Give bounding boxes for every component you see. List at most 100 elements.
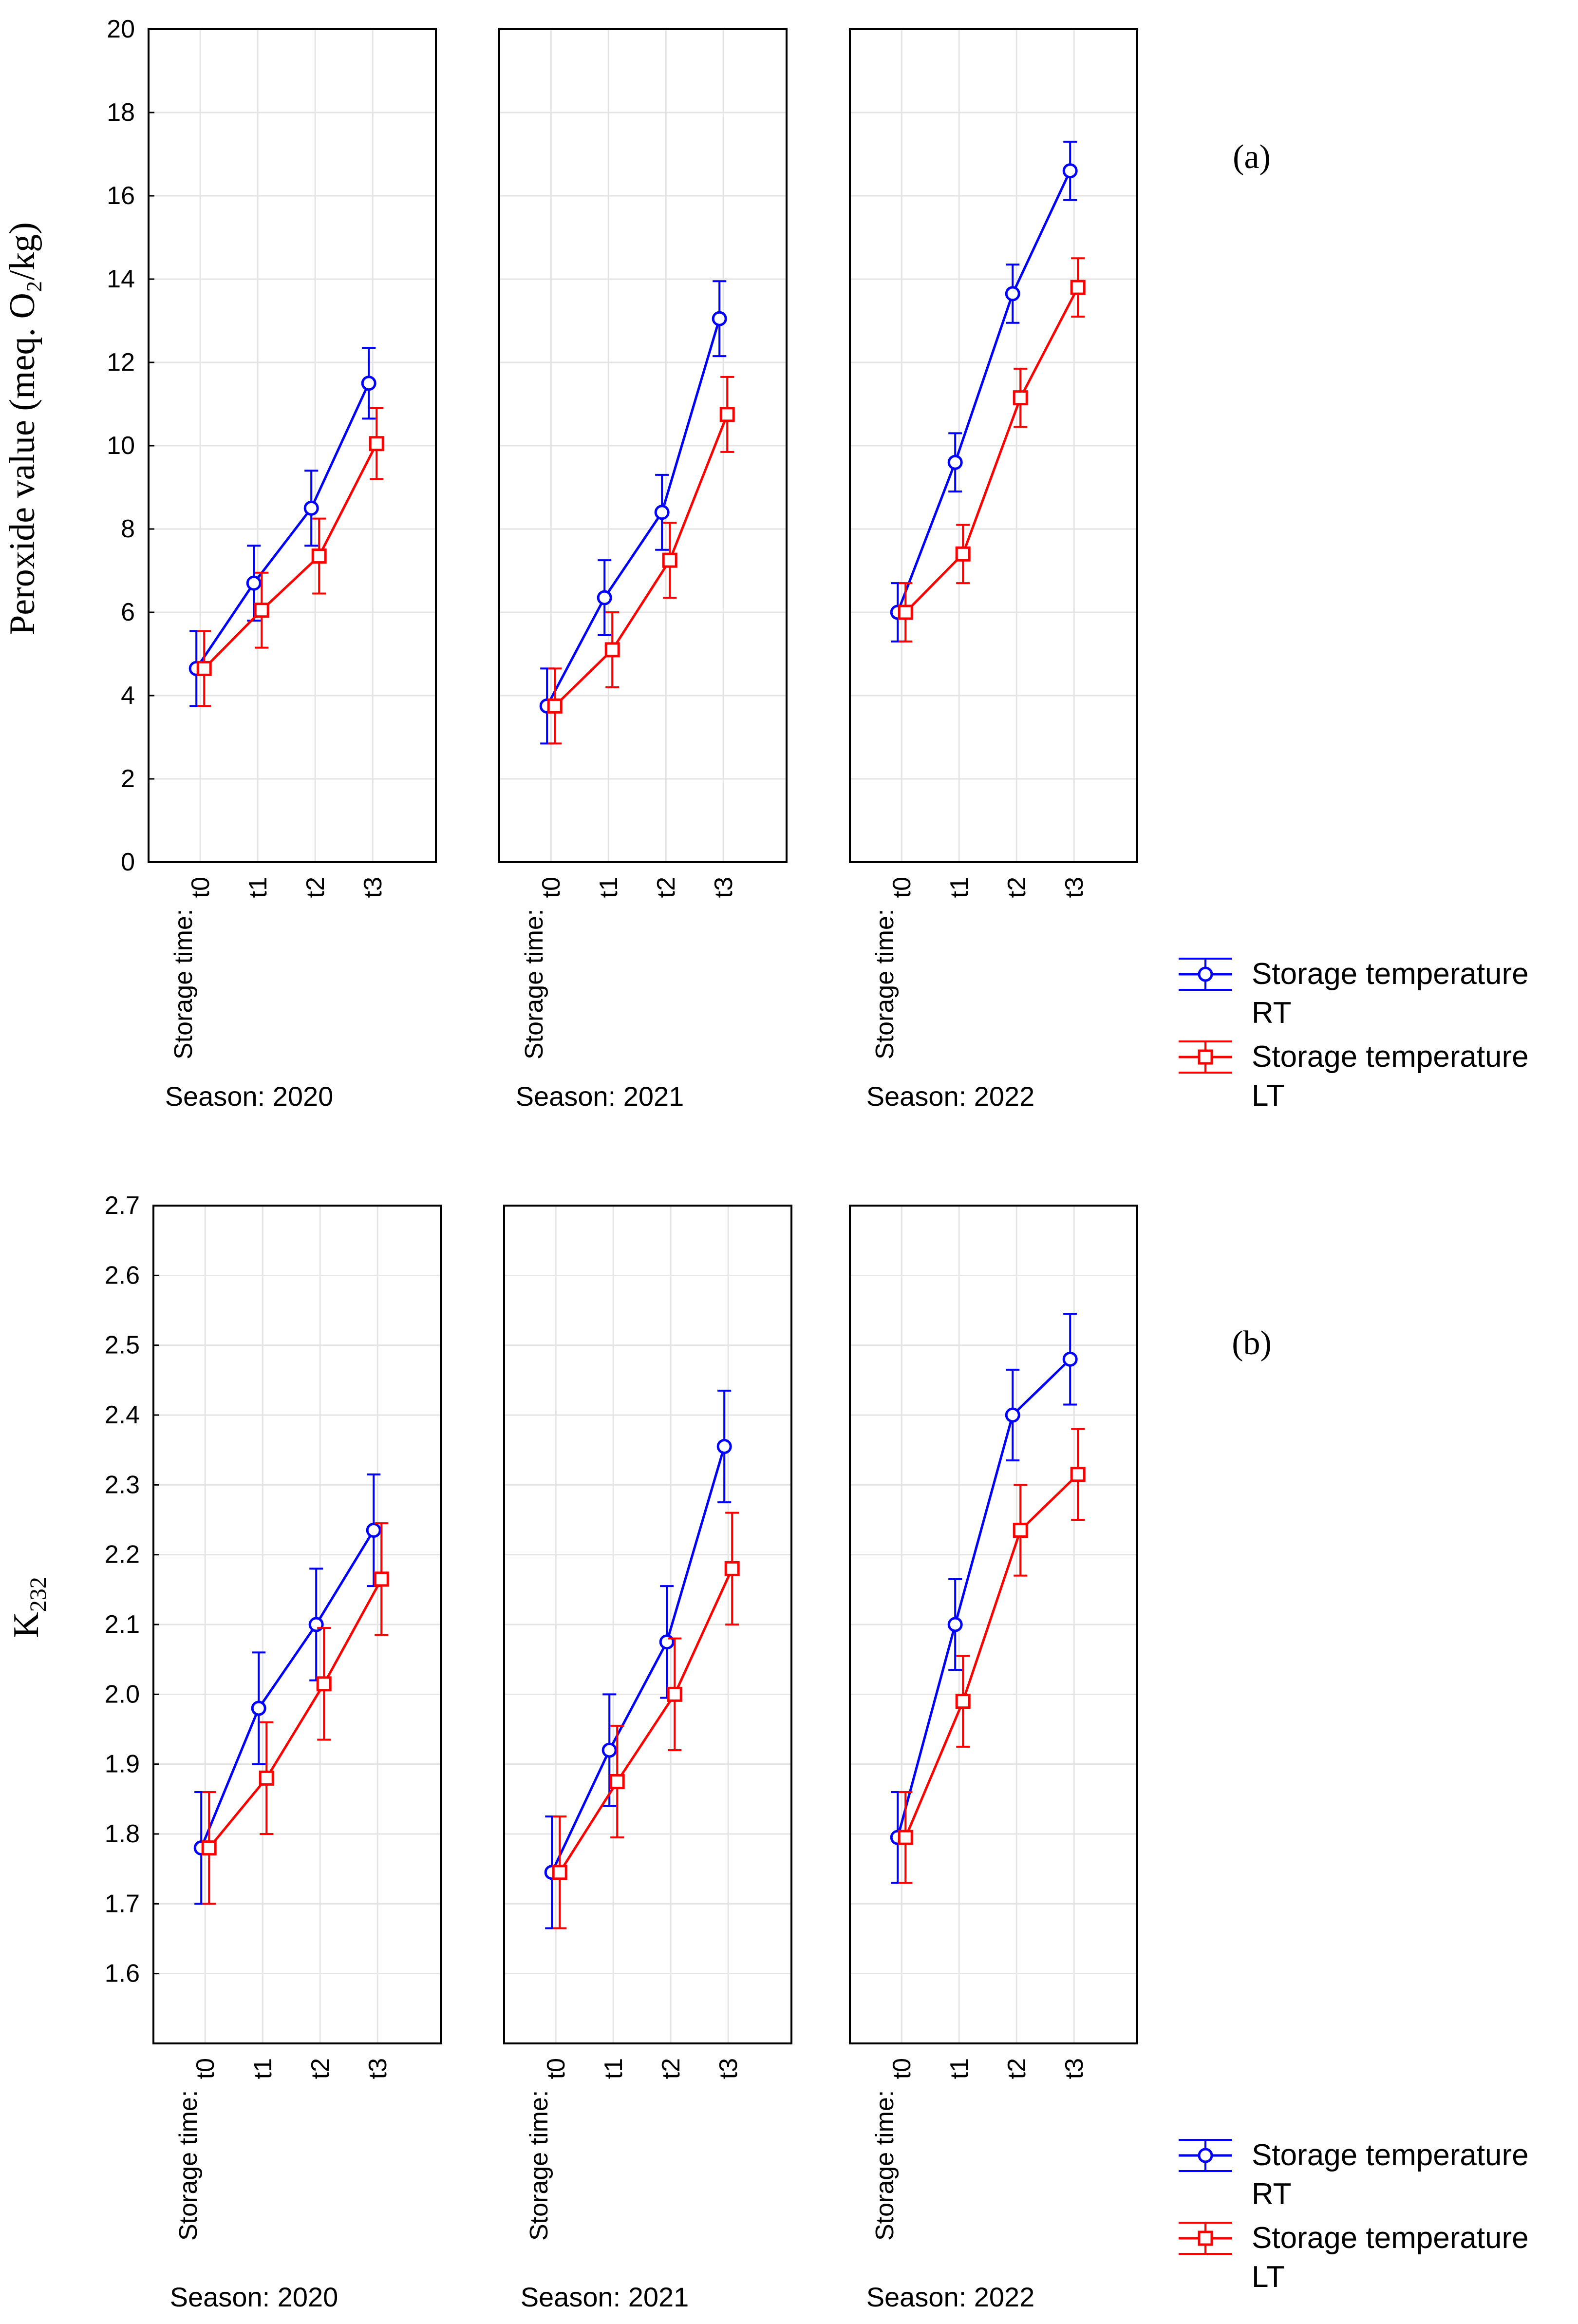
- series-line-lt: [203, 443, 378, 670]
- legend-label-line2: LT: [1252, 1079, 1285, 1113]
- legend-label-line2: RT: [1252, 2177, 1292, 2211]
- series-line-lt: [559, 1568, 733, 1873]
- data-point-rt: [303, 500, 319, 516]
- panel-2022: t0 t1 t2 t3 Storage time: Season: 2022: [849, 28, 1138, 1112]
- y-tick-label: 1.7: [105, 1889, 140, 1918]
- y-tick-label: 2.4: [105, 1401, 140, 1429]
- series-line-rt: [195, 382, 370, 669]
- data-point-rt: [716, 1439, 732, 1454]
- data-point-rt: [947, 454, 963, 470]
- plot-frame: [849, 28, 1138, 863]
- chart-b-panels: 1.6 1.7 1.8 1.9 2.0 2.1 2.2 2.3 2.4 2.5 2.6 2.7 t0 t1…: [105, 1191, 1138, 2312]
- chart-a: 0 2 4 6 8 10 12 14 16 18 20 t0 t1 t2 t3 Storage time: Se…: [2, 15, 1529, 1113]
- y-tick-label: 6: [121, 598, 135, 626]
- series-line-lt: [904, 286, 1079, 613]
- season-label: Season: 2021: [516, 1081, 684, 1112]
- y-tick-label: 4: [121, 681, 135, 710]
- legend-label-line1: Storage temperature: [1252, 1040, 1529, 1074]
- plot-frame: [498, 28, 788, 863]
- x-category-label: t3: [364, 2058, 392, 2079]
- series-line-rt: [550, 1446, 726, 1873]
- data-point-rt: [1062, 1351, 1078, 1367]
- chart-b: 1.6 1.7 1.8 1.9 2.0 2.1 2.2 2.3 2.4 2.5 2.6 2.7 t0 t1…: [6, 1191, 1529, 2312]
- data-point-lt: [552, 1865, 567, 1880]
- legend-marker-circle: [1198, 966, 1213, 982]
- x-axis-title: Storage time:: [871, 909, 899, 1059]
- data-point-lt: [369, 436, 384, 452]
- panel-2022: t0 t1 t2 t3 Storage time: Season: 2022: [849, 1205, 1138, 2312]
- data-point-lt: [662, 552, 677, 568]
- data-point-lt: [955, 1694, 971, 1709]
- legend-marker-square: [1198, 2230, 1213, 2246]
- legend-item-rt: Storage temperature RT: [1179, 957, 1529, 1030]
- y-tick-label: 2.2: [105, 1541, 140, 1569]
- data-point-lt: [719, 407, 735, 422]
- y-tick-label: 10: [107, 432, 135, 460]
- panel-2020: 1.6 1.7 1.8 1.9 2.0 2.1 2.2 2.3 2.4 2.5 2.6 2.7 t0 t1…: [105, 1191, 442, 2312]
- y-tick-label: 1.9: [105, 1750, 140, 1778]
- data-point-rt: [597, 590, 612, 605]
- chart-b-ylabel-subscript: 232: [25, 1577, 51, 1612]
- legend-item-rt: Storage temperature RT: [1179, 2138, 1529, 2211]
- data-point-lt: [1070, 280, 1086, 295]
- x-category-label: t0: [888, 877, 916, 898]
- x-category-label: t2: [301, 877, 330, 898]
- data-point-lt: [724, 1561, 740, 1576]
- x-category-label: t1: [945, 877, 974, 898]
- plot-frame: [503, 1205, 792, 2044]
- legend-marker-square: [1198, 1049, 1213, 1065]
- chart-a-ylabel: Peroxide value (meq. O₂/kg): [2, 222, 42, 635]
- season-label: Season: 2022: [866, 2282, 1035, 2312]
- data-point-rt: [1005, 286, 1020, 302]
- y-tick-label: 12: [107, 348, 135, 377]
- data-point-lt: [196, 661, 212, 676]
- data-point-rt: [251, 1700, 266, 1716]
- data-point-rt: [712, 311, 727, 326]
- x-axis-title: Storage time:: [520, 909, 548, 1059]
- x-category-label: t3: [710, 877, 738, 898]
- data-point-lt: [604, 642, 620, 658]
- series-line-rt: [200, 1530, 375, 1849]
- x-category-label: t3: [714, 2058, 743, 2079]
- y-tick-label: 2: [121, 765, 135, 793]
- chart-b-ylabel-main: K: [6, 1612, 46, 1638]
- chart-b-panel-label: (b): [1232, 1324, 1272, 1362]
- y-tick-label: 20: [107, 15, 135, 43]
- legend-label-line2: RT: [1252, 996, 1292, 1030]
- data-point-rt: [654, 505, 670, 520]
- y-tick-label: 1.6: [105, 1960, 140, 1988]
- season-label: Season: 2022: [866, 1081, 1035, 1112]
- y-tick-label: 2.7: [105, 1191, 140, 1220]
- y-tick-label: 2.5: [105, 1331, 140, 1360]
- x-category-label: t0: [888, 2058, 916, 2079]
- x-category-label: t1: [945, 2058, 974, 2079]
- data-point-lt: [259, 1770, 274, 1786]
- series-line-lt: [554, 414, 729, 707]
- x-category-label: t2: [306, 2058, 335, 2079]
- x-axis-title: Storage time:: [169, 909, 198, 1059]
- legend-label-line1: Storage temperature: [1252, 2221, 1529, 2255]
- season-label: Season: 2020: [170, 2282, 338, 2312]
- data-point-rt: [1005, 1407, 1020, 1423]
- data-point-rt: [366, 1523, 381, 1538]
- x-category-label: t2: [652, 877, 680, 898]
- legend-label-line1: Storage temperature: [1252, 2138, 1529, 2172]
- x-axis-title: Storage time:: [525, 2090, 553, 2241]
- data-point-lt: [1070, 1467, 1086, 1482]
- y-tick-label: 2.0: [105, 1680, 140, 1708]
- y-tick-label: 2.1: [105, 1610, 140, 1639]
- x-category-label: t2: [657, 2058, 685, 2079]
- plot-frame: [849, 1205, 1138, 2044]
- data-point-lt: [254, 603, 269, 618]
- data-point-rt: [601, 1742, 617, 1758]
- series-line-rt: [896, 170, 1071, 613]
- y-tick-label: 2.3: [105, 1471, 140, 1499]
- data-point-rt: [1062, 163, 1078, 179]
- data-point-lt: [898, 1830, 913, 1845]
- chart-a-panels: 0 2 4 6 8 10 12 14 16 18 20 t0 t1 t2 t3 Storage time: Se…: [107, 15, 1138, 1112]
- x-category-label: t3: [1060, 877, 1089, 898]
- data-point-lt: [667, 1686, 682, 1702]
